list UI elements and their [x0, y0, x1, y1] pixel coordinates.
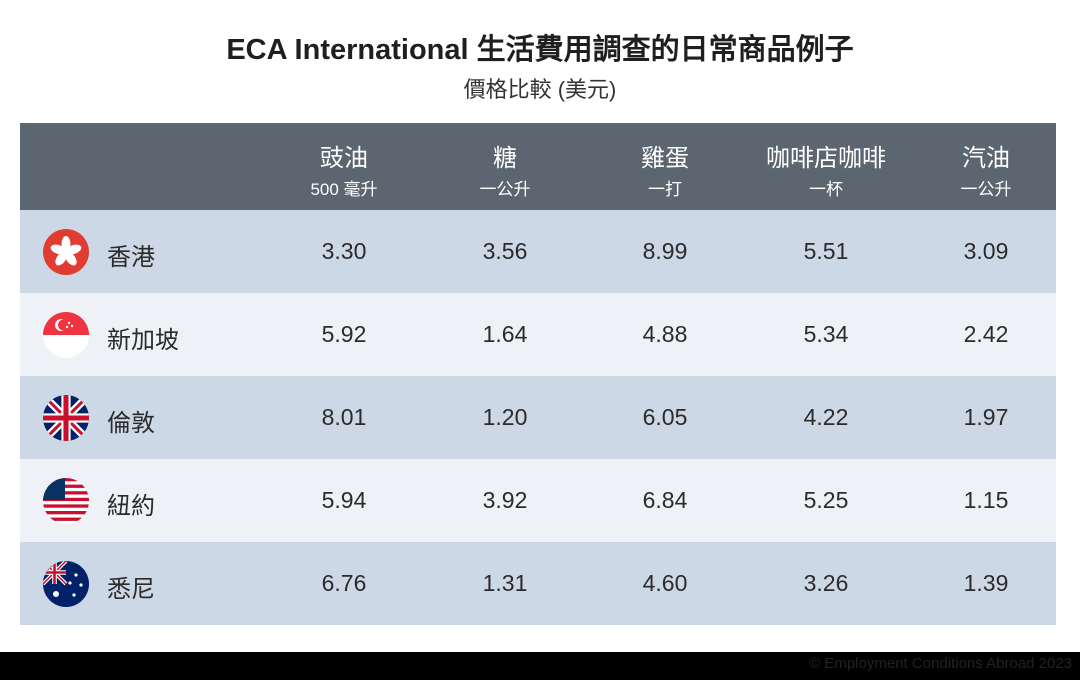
price: 8.99 — [642, 238, 688, 264]
price: 5.92 — [321, 321, 367, 347]
price: 6.05 — [642, 404, 688, 430]
column-name: 糖 — [493, 145, 517, 172]
price: 4.22 — [803, 404, 849, 430]
flag — [43, 561, 89, 607]
column-unit: 一打 — [648, 180, 682, 199]
price: 1.15 — [963, 487, 1009, 513]
price: 3.30 — [321, 238, 367, 264]
city-name: 香港 — [107, 244, 155, 271]
price: 1.31 — [482, 570, 528, 596]
city-name: 新加坡 — [107, 327, 179, 354]
flag-icon — [43, 395, 89, 441]
flag — [43, 395, 89, 441]
price: 3.26 — [803, 570, 849, 596]
table-row — [20, 210, 1056, 293]
flag — [43, 478, 89, 524]
flag — [43, 312, 89, 358]
price: 3.09 — [963, 238, 1009, 264]
price: 5.94 — [321, 487, 367, 513]
flag-icon — [43, 561, 89, 607]
price: 5.51 — [803, 238, 849, 264]
column-name: 汽油 — [962, 145, 1010, 172]
price: 3.92 — [482, 487, 528, 513]
subtitle: 價格比較 (美元) — [463, 77, 617, 102]
price: 3.56 — [482, 238, 528, 264]
price: 1.64 — [482, 321, 528, 347]
price: 1.39 — [963, 570, 1009, 596]
city-name: 紐約 — [107, 493, 155, 520]
column-name: 雞蛋 — [641, 145, 689, 172]
price: 1.97 — [963, 404, 1009, 430]
flag-icon — [43, 478, 89, 524]
title: ECA International 生活費用調查的日常商品例子 — [226, 34, 854, 66]
flag — [43, 229, 89, 275]
credit: © Employment Conditions Abroad 2023 — [809, 655, 1072, 672]
column-name: 咖啡店咖啡 — [766, 145, 886, 172]
price: 6.84 — [642, 487, 688, 513]
table-row — [20, 459, 1056, 542]
column-unit: 500 毫升 — [310, 180, 378, 199]
price: 4.60 — [642, 570, 688, 596]
column-name: 豉油 — [320, 145, 368, 172]
price: 5.25 — [803, 487, 849, 513]
city-name: 倫敦 — [107, 410, 155, 437]
price: 8.01 — [321, 404, 367, 430]
price: 4.88 — [642, 321, 688, 347]
column-unit: 一公升 — [960, 180, 1012, 199]
table-header — [20, 123, 1056, 210]
price: 2.42 — [963, 321, 1009, 347]
footer-bar — [0, 652, 1080, 680]
flag-icon — [43, 229, 89, 275]
table-row — [20, 293, 1056, 376]
price: 1.20 — [482, 404, 528, 430]
price: 5.34 — [803, 321, 849, 347]
table-row — [20, 376, 1056, 459]
price: 6.76 — [321, 570, 367, 596]
city-name: 悉尼 — [107, 576, 155, 603]
column-unit: 一公升 — [479, 180, 531, 199]
flag-icon — [43, 312, 89, 358]
column-unit: 一杯 — [809, 180, 843, 199]
table-row — [20, 542, 1056, 625]
